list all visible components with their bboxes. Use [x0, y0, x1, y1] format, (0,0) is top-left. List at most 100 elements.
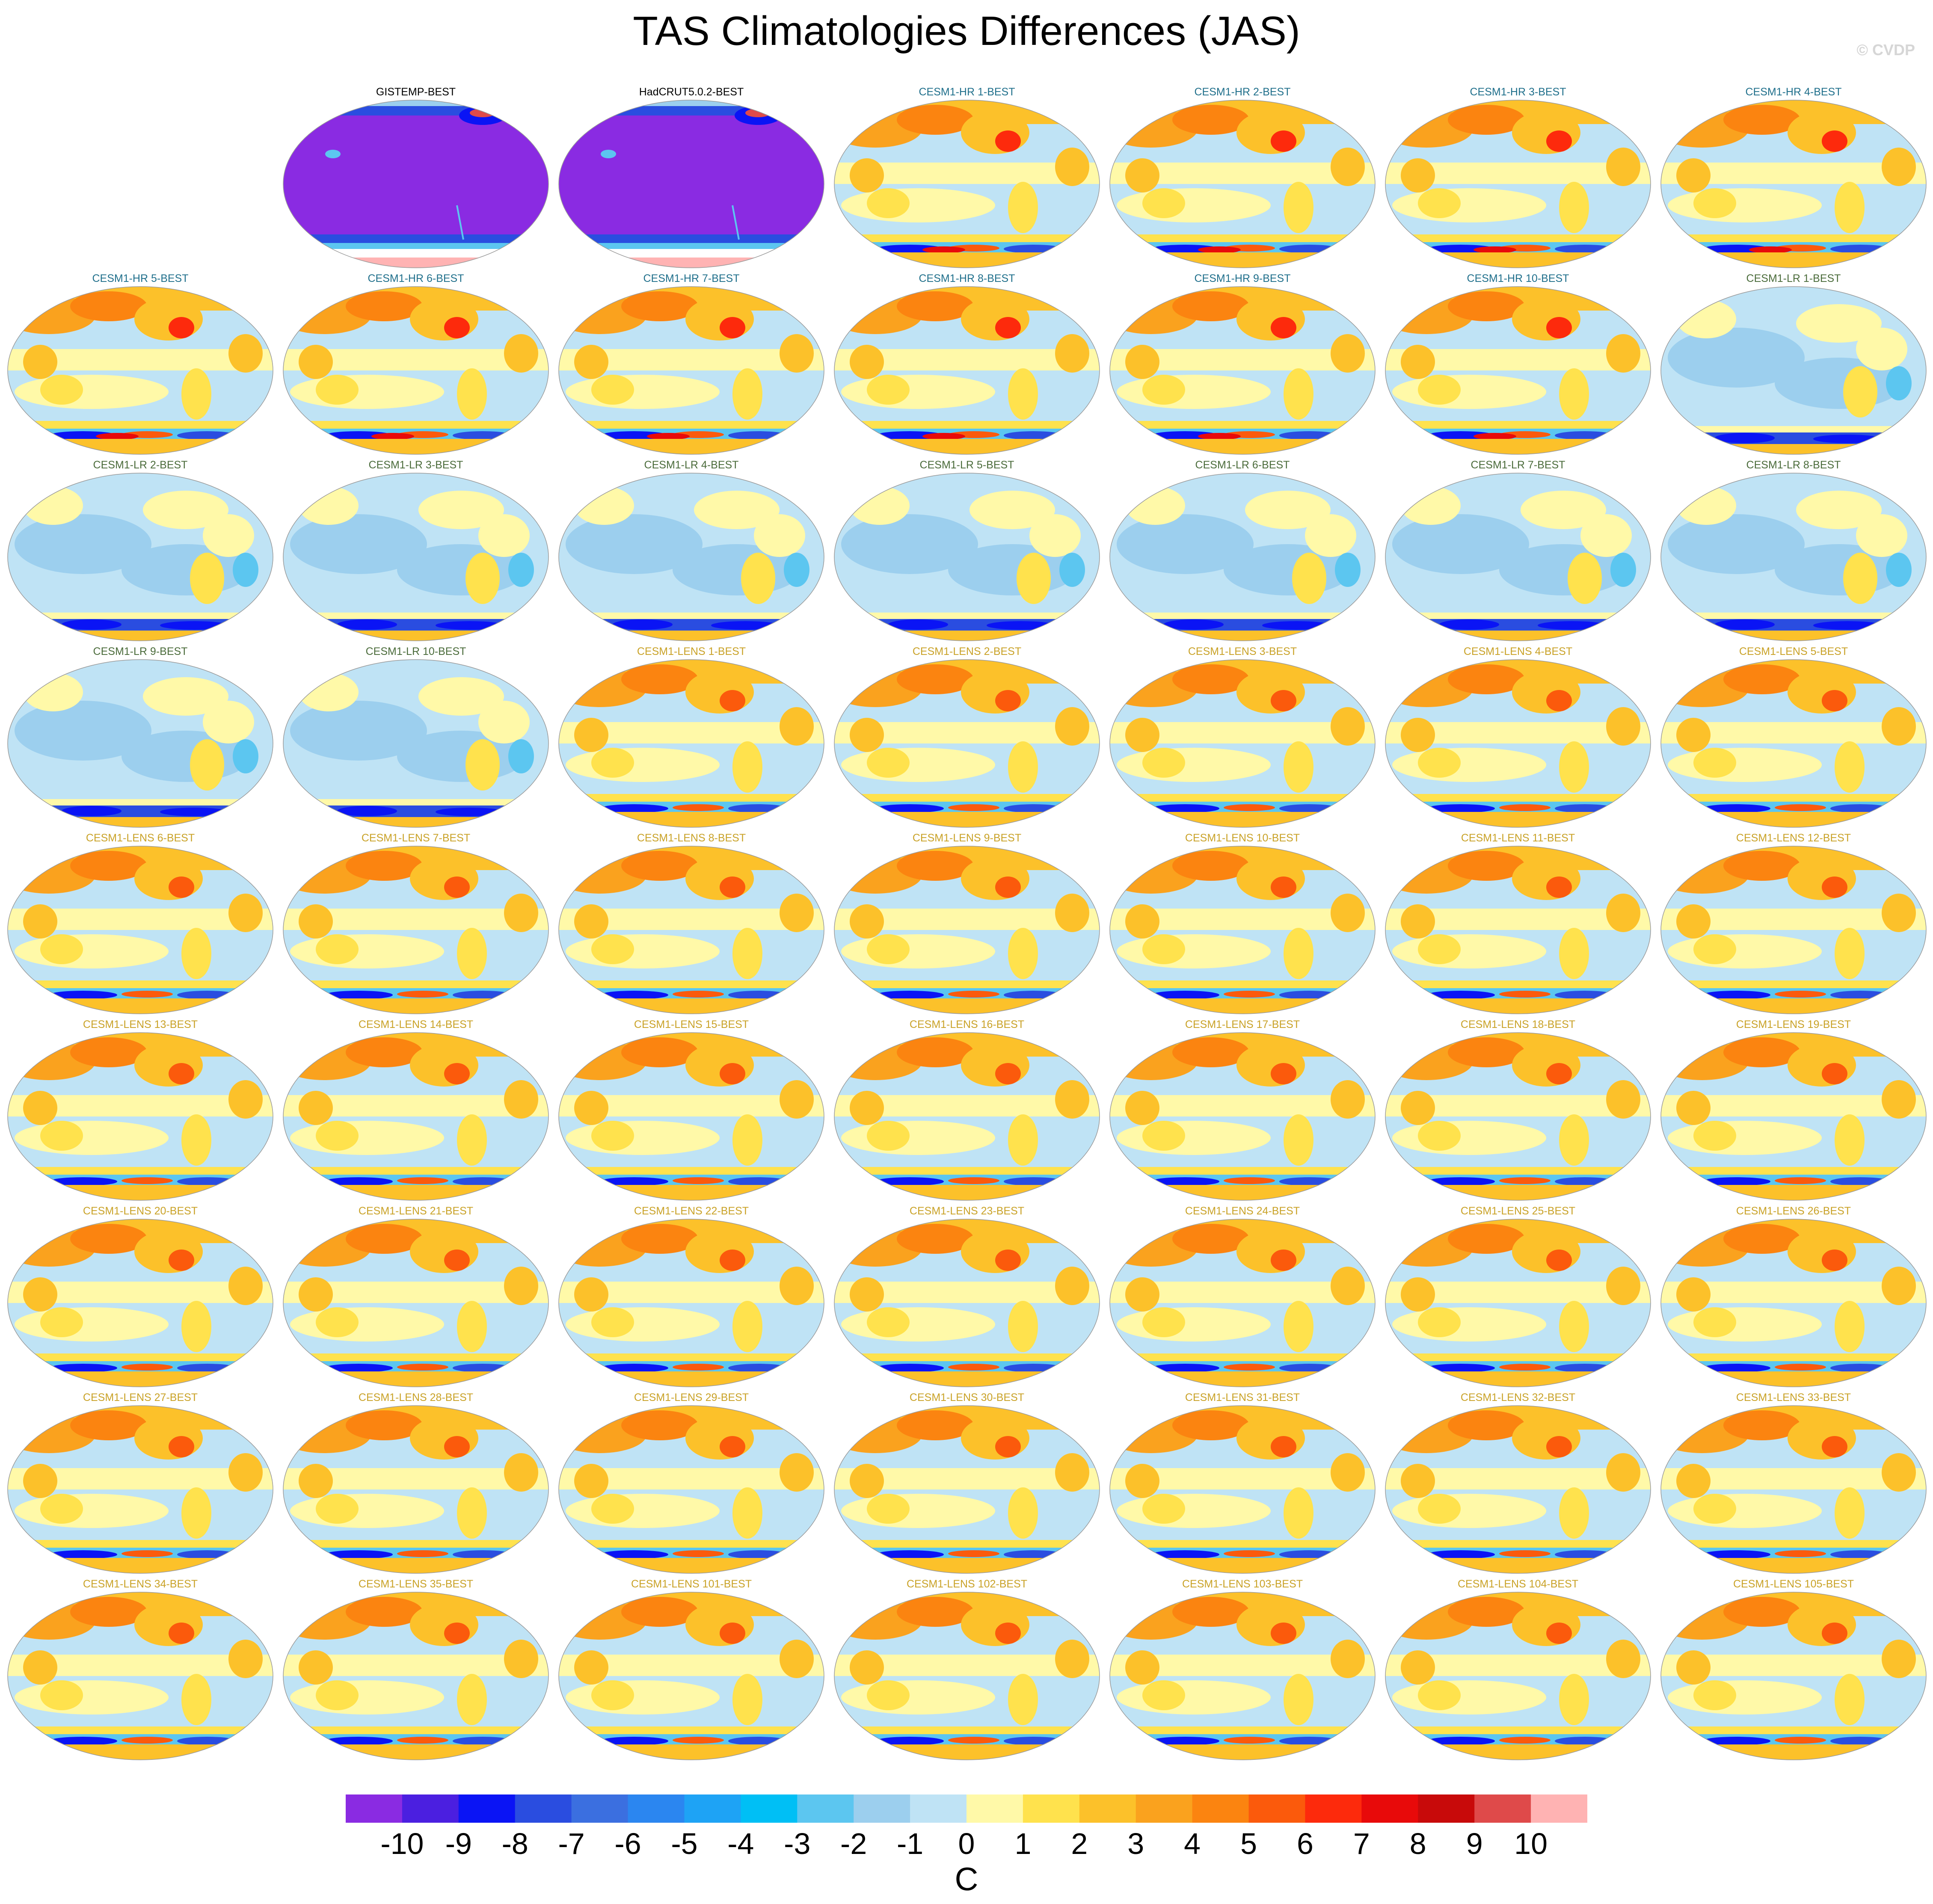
- colorbar-box: [1305, 1794, 1362, 1823]
- colorbar-tick-labels: -10 -9 -8 -7 -6 -5 -4 -3 -2 -1 0 1 2 3 4 5 6 7 8 9 10: [0, 1827, 1933, 1861]
- map-panel: CESM1-HR 7-BEST: [557, 272, 826, 459]
- colorbar-tick-label: 2: [1071, 1827, 1088, 1860]
- map-panel-title: CESM1-LR 4-BEST: [644, 459, 739, 471]
- map-panel-title: CESM1-LENS 32-BEST: [1460, 1392, 1576, 1404]
- colorbar-tick-label: 3: [1127, 1827, 1144, 1860]
- globe-map: [1660, 846, 1927, 1014]
- globe-map: [1660, 100, 1927, 268]
- map-panel-title: CESM1-LENS 21-BEST: [358, 1205, 474, 1217]
- globe-map: [283, 846, 549, 1014]
- colorbar-box: [684, 1794, 741, 1823]
- colorbar-box: [515, 1794, 572, 1823]
- globe-map: [834, 473, 1100, 641]
- colorbar-box: [1248, 1794, 1305, 1823]
- map-panel-title: CESM1-LENS 23-BEST: [909, 1205, 1025, 1217]
- map-panel: CESM1-LENS 29-BEST: [557, 1391, 826, 1578]
- map-panel-title: CESM1-LENS 16-BEST: [909, 1019, 1025, 1030]
- map-panel: CESM1-LR 2-BEST: [6, 459, 275, 645]
- globe-map: [1660, 1405, 1927, 1574]
- map-panel: CESM1-LENS 23-BEST: [833, 1205, 1101, 1391]
- map-panel: CESM1-LR 4-BEST: [557, 459, 826, 645]
- map-panel-title: CESM1-LENS 30-BEST: [909, 1392, 1025, 1404]
- map-panel: CESM1-LENS 8-BEST: [557, 832, 826, 1018]
- map-panel-title: CESM1-LENS 103-BEST: [1182, 1578, 1303, 1590]
- globe-map: [7, 286, 273, 455]
- map-panel: CESM1-LENS 101-BEST: [557, 1578, 826, 1764]
- colorbar-tick-label: -9: [445, 1827, 472, 1860]
- map-panel-title: CESM1-LR 6-BEST: [1195, 459, 1290, 471]
- map-panel-title: CESM1-LENS 20-BEST: [83, 1205, 198, 1217]
- map-panel-title: CESM1-LENS 14-BEST: [358, 1019, 474, 1030]
- colorbar-tick-label: 9: [1466, 1827, 1483, 1860]
- map-panel: CESM1-LENS 105-BEST: [1659, 1578, 1928, 1764]
- cvdp-credit: © CVDP: [1856, 41, 1915, 59]
- map-panel-title: CESM1-LENS 101-BEST: [631, 1578, 752, 1590]
- map-panel-title: CESM1-LENS 26-BEST: [1736, 1205, 1851, 1217]
- map-panel: CESM1-LENS 32-BEST: [1384, 1391, 1652, 1578]
- globe-map: [283, 1592, 549, 1760]
- globe-map: [1385, 100, 1651, 268]
- map-panel-title: CESM1-LENS 11-BEST: [1461, 832, 1575, 844]
- map-panel-title: CESM1-LENS 9-BEST: [912, 832, 1022, 844]
- colorbar-units: C: [955, 1861, 978, 1898]
- colorbar-box: [1474, 1794, 1531, 1823]
- map-panel: CESM1-LR 3-BEST: [282, 459, 550, 645]
- colorbar-tick-label: 8: [1409, 1827, 1426, 1860]
- colorbar-box: [1023, 1794, 1080, 1823]
- map-panel-title: CESM1-HR 2-BEST: [1194, 86, 1291, 98]
- globe-map: [834, 1592, 1100, 1760]
- globe-map: [834, 100, 1100, 268]
- globe-map: [283, 473, 549, 641]
- colorbar-box: [1418, 1794, 1475, 1823]
- colorbar-tick-label: -10: [380, 1827, 424, 1860]
- map-panel-title: CESM1-LENS 105-BEST: [1733, 1578, 1854, 1590]
- colorbar-tick-label: -1: [896, 1827, 924, 1860]
- map-panel-title: CESM1-LR 9-BEST: [93, 646, 188, 657]
- colorbar-box: [458, 1794, 516, 1823]
- globe-map: [1109, 1219, 1376, 1387]
- globe-map: [283, 286, 549, 455]
- globe-map: [1109, 1032, 1376, 1201]
- map-panel-title: CESM1-LR 7-BEST: [1471, 459, 1565, 471]
- map-panel: CESM1-LENS 12-BEST: [1659, 832, 1928, 1018]
- map-panel-title: CESM1-LENS 1-BEST: [637, 646, 746, 657]
- globe-map: [558, 1219, 824, 1387]
- map-panel-title: CESM1-HR 5-BEST: [92, 272, 189, 284]
- map-panel-title: CESM1-LENS 7-BEST: [361, 832, 471, 844]
- map-panel: CESM1-HR 4-BEST: [1659, 86, 1928, 272]
- map-panel-title: CESM1-HR 6-BEST: [368, 272, 464, 284]
- map-panel: CESM1-LENS 7-BEST: [282, 832, 550, 1018]
- colorbar-box: [1135, 1794, 1193, 1823]
- globe-map: [7, 659, 273, 828]
- map-panel-title: CESM1-LENS 2-BEST: [912, 646, 1022, 657]
- colorbar-tick-label: -3: [784, 1827, 811, 1860]
- globe-map: [1660, 659, 1927, 828]
- globe-map: [558, 1592, 824, 1760]
- map-panel: GISTEMP-BEST: [282, 86, 550, 272]
- map-panel: CESM1-LENS 6-BEST: [6, 832, 275, 1018]
- globe-map: [1109, 1592, 1376, 1760]
- globe-map: [1109, 473, 1376, 641]
- globe-map: [1660, 1592, 1927, 1760]
- map-panel-title: CESM1-LENS 6-BEST: [86, 832, 195, 844]
- map-panel-title: HadCRUT5.0.2-BEST: [639, 86, 744, 98]
- map-panel: HadCRUT5.0.2-BEST: [557, 86, 826, 272]
- map-panel-title: CESM1-LENS 13-BEST: [83, 1019, 198, 1030]
- colorbar-tick-label: 1: [1014, 1827, 1032, 1860]
- colorbar-box: [1192, 1794, 1249, 1823]
- map-panel: CESM1-LENS 28-BEST: [282, 1391, 550, 1578]
- map-panel: CESM1-LR 7-BEST: [1384, 459, 1652, 645]
- map-panel-title: CESM1-LENS 12-BEST: [1736, 832, 1851, 844]
- map-panel: CESM1-LENS 20-BEST: [6, 1205, 275, 1391]
- map-panel: CESM1-LENS 4-BEST: [1384, 645, 1652, 832]
- globe-map: [558, 473, 824, 641]
- map-panel-title: CESM1-LENS 29-BEST: [634, 1392, 749, 1404]
- map-panel-title: CESM1-LR 2-BEST: [93, 459, 188, 471]
- map-panel: CESM1-LR 1-BEST: [1659, 272, 1928, 459]
- colorbar-box: [628, 1794, 685, 1823]
- globe-map: [1385, 286, 1651, 455]
- map-panel-title: CESM1-LENS 17-BEST: [1185, 1019, 1300, 1030]
- colorbar-box: [854, 1794, 910, 1823]
- globe-map: [7, 846, 273, 1014]
- map-panel: CESM1-LENS 102-BEST: [833, 1578, 1101, 1764]
